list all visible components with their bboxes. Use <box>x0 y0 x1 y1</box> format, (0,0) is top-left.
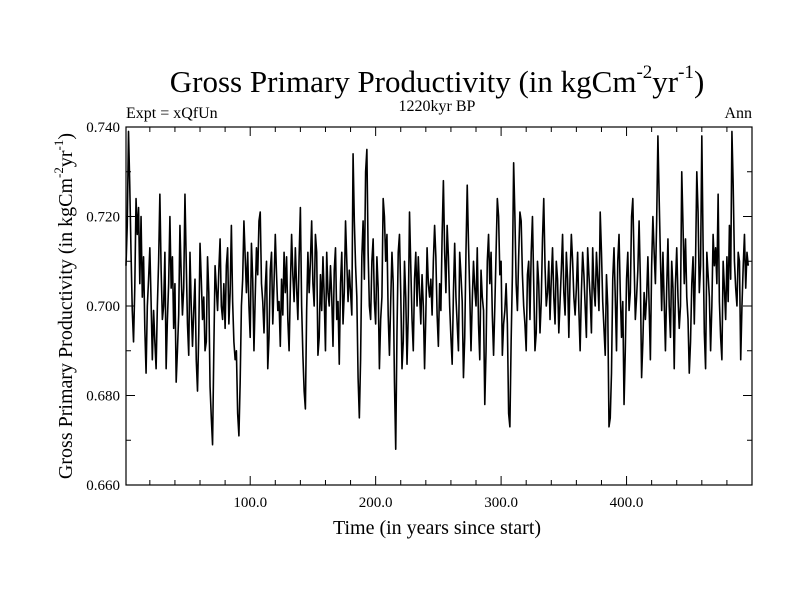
y-tick-label: 0.680 <box>86 389 120 405</box>
x-tick-label: 100.0 <box>233 495 267 511</box>
x-tick-label: 400.0 <box>610 495 644 511</box>
y-axis-label: Gross Primary Productivity (in kgCm-2yr-… <box>51 133 77 479</box>
x-tick-label: 300.0 <box>484 495 518 511</box>
plot-frame <box>125 126 753 486</box>
chart-title: Gross Primary Productivity (in kgCm-2yr-… <box>170 62 705 99</box>
y-tick-label: 0.720 <box>86 210 120 226</box>
x-axis-label: Time (in years since start) <box>333 517 541 539</box>
series-line-gpp <box>125 130 750 451</box>
y-tick-label: 0.740 <box>86 120 120 136</box>
period-label: 1220kyr BP <box>399 98 476 115</box>
experiment-label: Expt = xQfUn <box>126 105 218 122</box>
y-tick-label: 0.660 <box>86 478 120 494</box>
x-tick-label: 200.0 <box>359 495 393 511</box>
season-label: Ann <box>724 105 752 122</box>
y-tick-label: 0.700 <box>86 299 120 315</box>
